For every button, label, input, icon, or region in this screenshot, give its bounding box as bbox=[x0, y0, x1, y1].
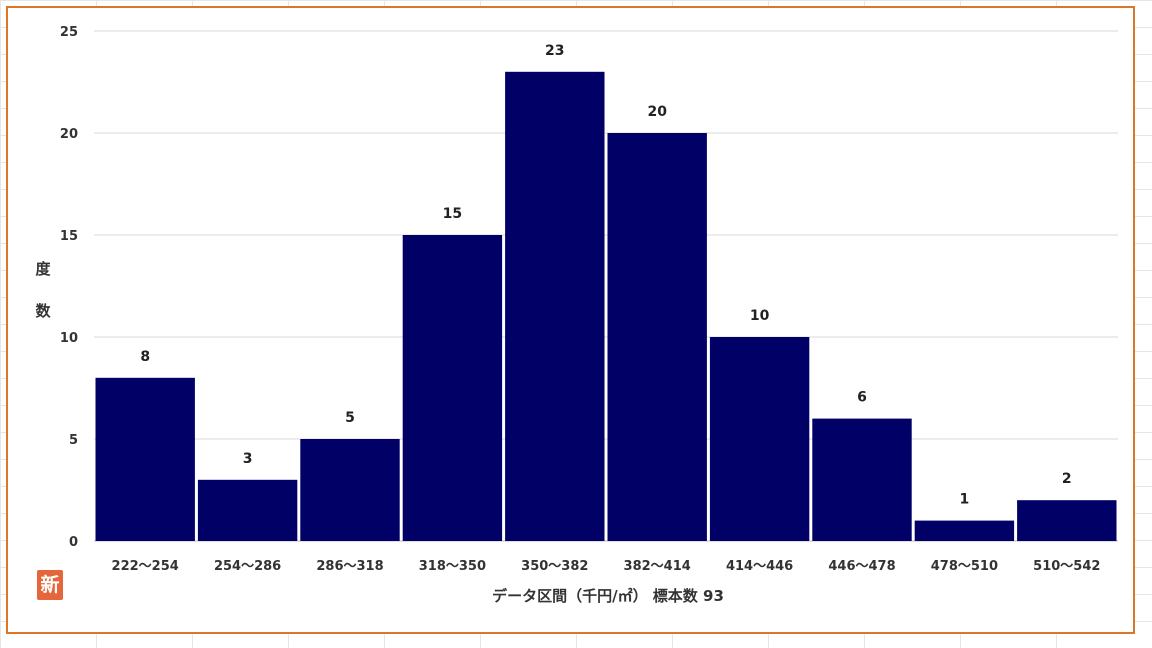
y-tick-label: 15 bbox=[60, 229, 78, 244]
y-axis-label: 度数 bbox=[35, 260, 51, 320]
histogram-bar bbox=[402, 235, 503, 541]
histogram-bar bbox=[505, 71, 605, 542]
x-tick-label: 414～446 bbox=[726, 559, 793, 574]
x-tick-label: 318～350 bbox=[419, 559, 486, 574]
y-axis-label-char: 数 bbox=[35, 302, 51, 320]
x-tick-label: 382～414 bbox=[624, 559, 691, 574]
data-label: 20 bbox=[647, 104, 667, 120]
x-tick-label: 222～254 bbox=[112, 559, 179, 574]
histogram-bar bbox=[1017, 500, 1117, 541]
data-label: 8 bbox=[140, 349, 150, 365]
x-tick-label: 254～286 bbox=[214, 559, 281, 574]
new-badge-icon: 新 bbox=[37, 570, 63, 600]
x-tick-label: 446～478 bbox=[828, 559, 895, 574]
data-label: 5 bbox=[345, 410, 355, 426]
data-label: 10 bbox=[750, 308, 770, 324]
y-axis-label-char: 度 bbox=[35, 260, 51, 278]
y-tick-label: 10 bbox=[60, 331, 78, 346]
histogram-bar bbox=[95, 377, 195, 541]
x-tick-label: 478～510 bbox=[931, 559, 998, 574]
data-label: 3 bbox=[243, 451, 253, 467]
data-label: 6 bbox=[857, 390, 867, 406]
histogram-bar bbox=[197, 479, 298, 541]
x-axis-label: データ区間（千円/㎡） 標本数 93 bbox=[492, 587, 724, 605]
data-label: 1 bbox=[960, 492, 970, 508]
y-tick-label: 20 bbox=[60, 127, 78, 142]
data-label: 2 bbox=[1062, 471, 1072, 487]
y-tick-label: 25 bbox=[60, 25, 78, 40]
y-tick-label: 0 bbox=[69, 535, 78, 550]
histogram-bar bbox=[607, 133, 707, 541]
histogram-bar bbox=[812, 418, 912, 541]
x-tick-label: 286～318 bbox=[316, 559, 383, 574]
data-label: 15 bbox=[443, 206, 462, 222]
x-tick-label: 510～542 bbox=[1033, 559, 1100, 574]
histogram-bar bbox=[914, 520, 1015, 541]
histogram-bar bbox=[709, 337, 810, 541]
histogram-bar bbox=[300, 439, 400, 541]
x-tick-label: 350～382 bbox=[521, 559, 588, 574]
y-tick-label: 5 bbox=[69, 433, 78, 448]
data-label: 23 bbox=[545, 43, 564, 59]
